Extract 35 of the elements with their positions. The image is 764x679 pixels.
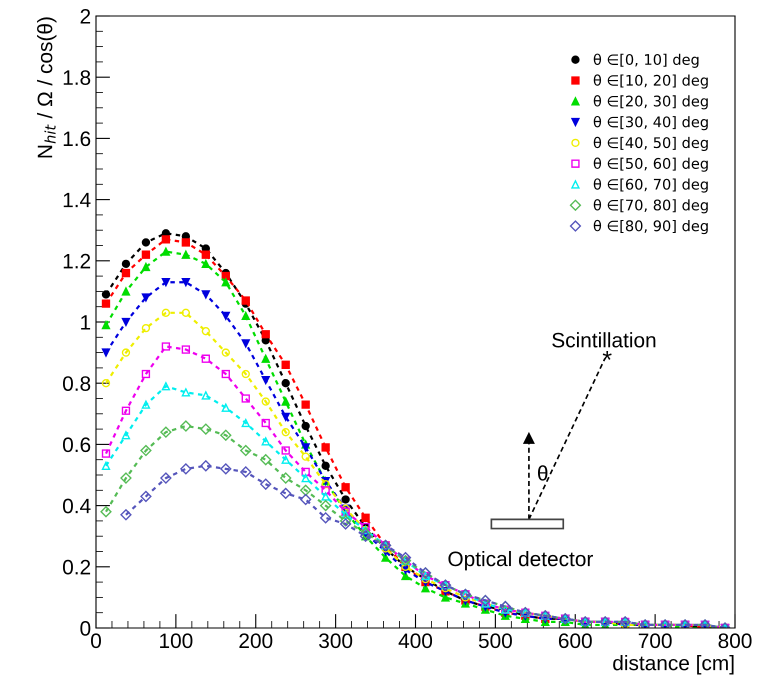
y-tick-label: 1.6: [64, 131, 90, 146]
y-tick-label: 0: [80, 621, 90, 636]
x-tick-label: 800: [718, 633, 752, 648]
x-tick-label: 500: [478, 633, 512, 648]
y-tick-label: 0.2: [62, 560, 90, 575]
y-tick-label: 1.2: [64, 254, 90, 268]
x-tick-label: 400: [398, 633, 432, 648]
x-axis-title: distance [cm]: [613, 655, 734, 674]
annotation: Optical detector: [448, 550, 594, 570]
x-tick-label: 200: [239, 633, 272, 648]
annotation: θ: [538, 465, 548, 481]
x-tick-label: 100: [160, 633, 192, 648]
x-tick-label: 300: [319, 633, 352, 648]
x-tick-label: 0: [91, 633, 101, 648]
annotation: *: [602, 351, 612, 360]
legend-label: θ ∈[10, 20] deg: [594, 74, 708, 89]
y-tick-label: 0.8: [62, 376, 90, 391]
y-tick-label: 0.4: [62, 498, 91, 514]
legend-label: θ ∈[70, 80] deg: [594, 199, 708, 214]
legend-label: θ ∈[30, 40] deg: [594, 116, 708, 130]
x-tick-label: 600: [558, 633, 592, 648]
legend-label: θ ∈[20, 30] deg: [594, 95, 708, 110]
annotation: Scintillation: [552, 332, 656, 348]
legend-label: θ ∈[40, 50] deg: [594, 136, 708, 151]
y-tick-label: 1.4: [64, 192, 91, 208]
y-axis-title: N$_{hit}$ / Ω / cos(θ): [37, 17, 56, 158]
x-tick-label: 700: [638, 633, 672, 648]
y-tick-label: 1.8: [64, 70, 90, 85]
y-tick-label: 2: [80, 9, 90, 24]
legend-label: θ ∈[0, 10] deg: [594, 54, 698, 68]
y-tick-label: 1: [81, 315, 90, 330]
legend-label: θ ∈[50, 60] deg: [594, 158, 708, 172]
legend-label: θ ∈[60, 70] deg: [594, 178, 708, 193]
y-tick-label: 0.6: [62, 437, 90, 452]
legend-label: θ ∈[80, 90] deg: [594, 220, 708, 234]
